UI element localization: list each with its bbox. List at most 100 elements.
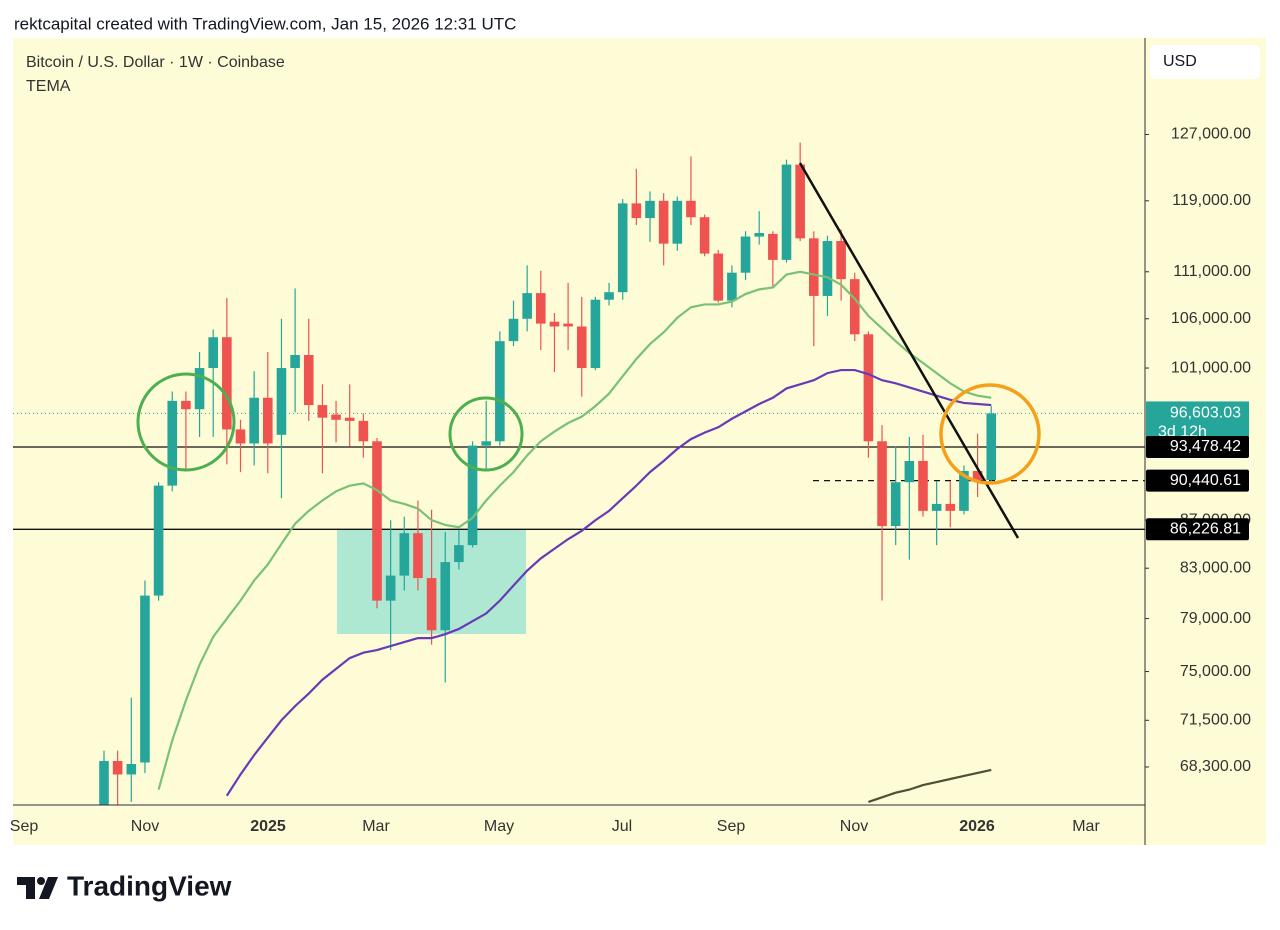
candle-body — [413, 533, 423, 579]
x-tick-label: Jul — [612, 818, 632, 835]
candle-body — [290, 355, 300, 369]
candle-body — [372, 441, 382, 601]
candle-body — [426, 578, 437, 631]
candle-body — [208, 337, 218, 369]
candle-body — [99, 761, 109, 805]
brand-name: TradingView — [67, 870, 232, 901]
x-tick-label: 2026 — [959, 818, 995, 835]
chart-title: Bitcoin / U.S. Dollar · 1W · Coinbase — [26, 54, 285, 71]
candle-body — [153, 485, 164, 596]
y-tick-label: 101,000.00 — [1171, 359, 1251, 376]
level-label: 86,226.81 — [1170, 521, 1241, 538]
x-tick-label: Mar — [362, 818, 390, 835]
candles — [99, 142, 997, 805]
candle-body — [140, 595, 150, 763]
currency-button[interactable] — [1150, 45, 1260, 79]
candle-body — [194, 368, 205, 410]
logo-shape — [37, 877, 45, 885]
y-tick-label: 127,000.00 — [1171, 126, 1251, 143]
y-tick-label: 119,000.00 — [1172, 192, 1251, 209]
logo-shape — [17, 877, 35, 899]
candle-body — [781, 164, 792, 260]
candle-body — [672, 200, 683, 244]
candle-body — [399, 533, 410, 576]
circle-marker — [136, 372, 236, 472]
x-tick-label: Sep — [10, 818, 39, 835]
candle-body — [549, 321, 560, 327]
x-tick-label: May — [484, 818, 514, 835]
y-tick-label: 71,500.00 — [1180, 712, 1251, 729]
candle-body — [754, 233, 764, 237]
level-box — [1146, 435, 1249, 458]
trendline — [798, 162, 1020, 539]
level-label: 93,478.42 — [1170, 438, 1241, 455]
level-box — [1146, 518, 1249, 541]
candle-body — [576, 326, 587, 369]
candle-body — [959, 471, 969, 511]
candle-body — [836, 241, 846, 280]
candle-body — [645, 200, 655, 219]
candle-body — [522, 293, 532, 319]
brand-logo — [17, 877, 58, 899]
candle-body — [481, 441, 491, 446]
y-tick-label: 106,000.00 — [1171, 310, 1251, 327]
candle-body — [822, 241, 833, 296]
candle-body — [495, 341, 505, 442]
candle-body — [126, 763, 137, 775]
indicator-line — [868, 768, 992, 803]
candle-body — [740, 236, 751, 273]
candle-body — [972, 471, 983, 480]
x-tick-label: Nov — [131, 818, 159, 835]
candle-body — [809, 238, 819, 296]
candle-body — [536, 293, 546, 324]
level-label: 90,440.61 — [1170, 472, 1241, 489]
x-tick-label: Sep — [717, 818, 746, 835]
candle-body — [590, 299, 601, 369]
candle-body — [604, 292, 614, 300]
candle-body — [440, 562, 451, 631]
candle-body — [890, 482, 901, 527]
logo-shape — [39, 877, 58, 899]
indicator-line — [225, 368, 992, 797]
y-tick-label: 111,000.00 — [1173, 263, 1251, 280]
circle-marker — [939, 383, 1041, 485]
candle-body — [454, 545, 464, 563]
plot — [13, 142, 1145, 805]
candle-body — [768, 233, 778, 260]
candle-body — [986, 413, 997, 480]
x-tick-label: Nov — [840, 818, 868, 835]
y-tick-label: 68,300.00 — [1180, 758, 1251, 775]
candle-body — [385, 575, 396, 601]
candle-body — [931, 503, 942, 511]
level-box — [1146, 469, 1249, 492]
candle-body — [508, 318, 519, 342]
candle-body — [167, 400, 178, 486]
candle-body — [344, 417, 355, 421]
candle-body — [563, 323, 573, 327]
candle-body — [849, 279, 860, 335]
chart-background — [13, 38, 1266, 845]
y-tick-label: 75,000.00 — [1180, 663, 1251, 680]
attribution: rektcapital created with TradingView.com… — [14, 14, 516, 33]
candle-body — [358, 420, 369, 442]
circle-marker — [448, 396, 524, 472]
candle-body — [686, 200, 696, 218]
candle-body — [658, 200, 669, 244]
candle-body — [795, 164, 805, 239]
y-tick-label: 79,000.00 — [1180, 610, 1251, 627]
candle-body — [727, 272, 737, 301]
candle-body — [331, 414, 341, 420]
axes: 127,000.00 119,000.00 111,000.00 106,000.00… — [10, 126, 1251, 836]
levels — [13, 412, 1145, 530]
candle-body — [263, 397, 273, 444]
candle-body — [303, 355, 314, 406]
candle-body — [631, 203, 642, 219]
indicator-label: TEMA — [26, 78, 71, 95]
candle-body — [467, 445, 478, 546]
indicators — [157, 270, 992, 803]
candle-body — [877, 441, 887, 527]
currency-label: USD — [1163, 53, 1197, 70]
last-price-label: 96,603.03 — [1170, 405, 1241, 422]
candle-body — [317, 405, 328, 418]
